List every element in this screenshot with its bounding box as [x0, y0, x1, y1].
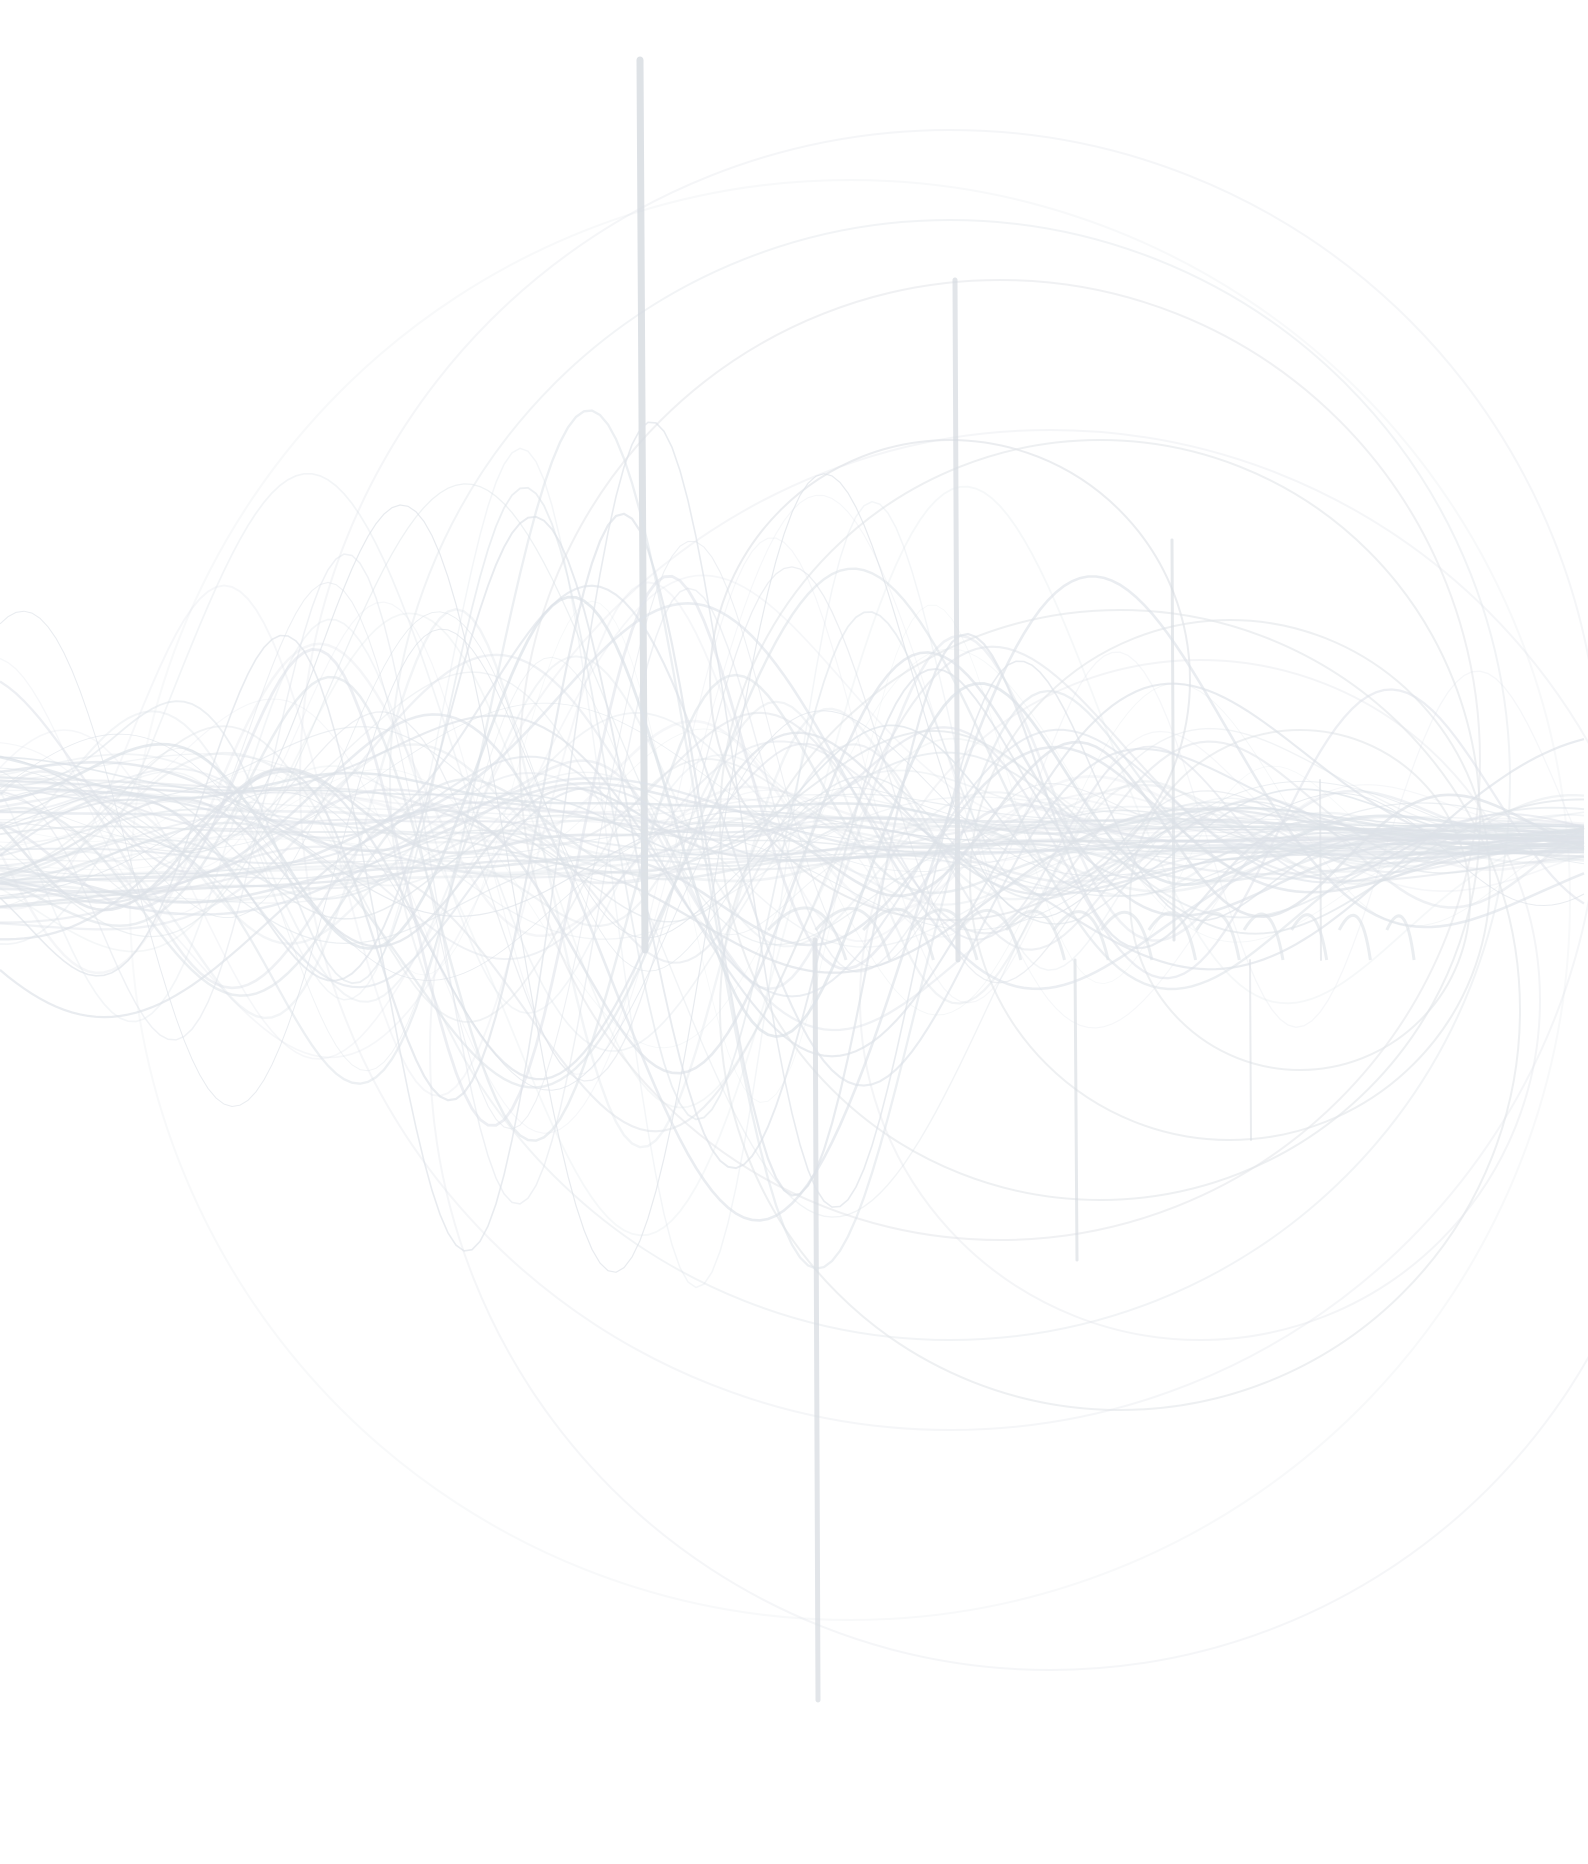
wave-strand: [0, 673, 1585, 1142]
wave-strand: [0, 743, 1585, 868]
wave-strand: [1052, 910, 1110, 961]
wave-strand: [0, 651, 1585, 1075]
wave-strand: [0, 733, 1585, 981]
wave-strand: [0, 486, 1585, 1121]
wave-strand: [1337, 913, 1372, 961]
ring: [969, 619, 1491, 1141]
ring: [429, 429, 1588, 1671]
wave-strand: [0, 776, 1585, 916]
wave-strand: [814, 907, 892, 961]
wave-strand: [0, 740, 1585, 918]
wave-strand: [0, 680, 1585, 980]
wave-strand: [0, 409, 1585, 1270]
wave-strand: [0, 494, 1585, 1134]
wave-strand: [0, 775, 1585, 925]
wave-strand: [1147, 911, 1198, 961]
spike: [1073, 958, 1079, 1262]
spike: [812, 937, 821, 1703]
wave-strand: [0, 581, 1585, 1097]
wave-strand: [0, 600, 1585, 1103]
wave-strand: [1242, 912, 1285, 961]
wave-strand: [0, 610, 1585, 1108]
wave-strand: [0, 815, 1585, 901]
wave-strand: [0, 682, 1585, 1058]
wave-strand: [909, 908, 979, 961]
wave-strand: [0, 567, 1585, 1089]
wave-strand: [0, 540, 1585, 1130]
wave-strand: [0, 655, 1585, 1003]
wave-strand: [0, 634, 1585, 991]
wave-strand: [1004, 909, 1066, 961]
wave-strand: [0, 711, 1585, 935]
wave-strand: [0, 700, 1585, 1005]
wave-strand: [0, 611, 1585, 972]
ring: [719, 439, 1481, 1201]
ring: [389, 219, 1511, 1341]
wave-strand: [0, 778, 1585, 997]
wave-strand: [0, 753, 1585, 940]
wave-strand: [0, 575, 1585, 1222]
wave-strand: [957, 909, 1023, 961]
wave-strand: [0, 574, 1585, 1127]
wave-strand: [0, 729, 1585, 935]
wave-strand: [0, 601, 1585, 991]
wave-strand: [0, 728, 1585, 998]
ring: [719, 609, 1521, 1411]
wave-strand: [0, 472, 1585, 1052]
spike: [1249, 959, 1252, 1141]
wave-strand: [0, 574, 1585, 1059]
wave-strand: [0, 745, 1585, 947]
wave-strand: [766, 906, 848, 961]
ring: [519, 279, 1481, 1241]
wave-strand: [0, 642, 1585, 975]
spike: [1170, 538, 1176, 942]
wave-strand: [0, 827, 1585, 924]
wave-strand: [0, 671, 1585, 1218]
wave-strand: [0, 788, 1585, 945]
wave-strand: [1385, 914, 1416, 961]
wave-strand: [0, 751, 1585, 885]
wave-strand: [862, 907, 935, 961]
ring: [299, 129, 1588, 1431]
wave-strand: [1099, 910, 1154, 961]
waves: [0, 409, 1585, 1289]
wave-strand: [1195, 911, 1241, 961]
wave-strand: [1290, 913, 1329, 961]
